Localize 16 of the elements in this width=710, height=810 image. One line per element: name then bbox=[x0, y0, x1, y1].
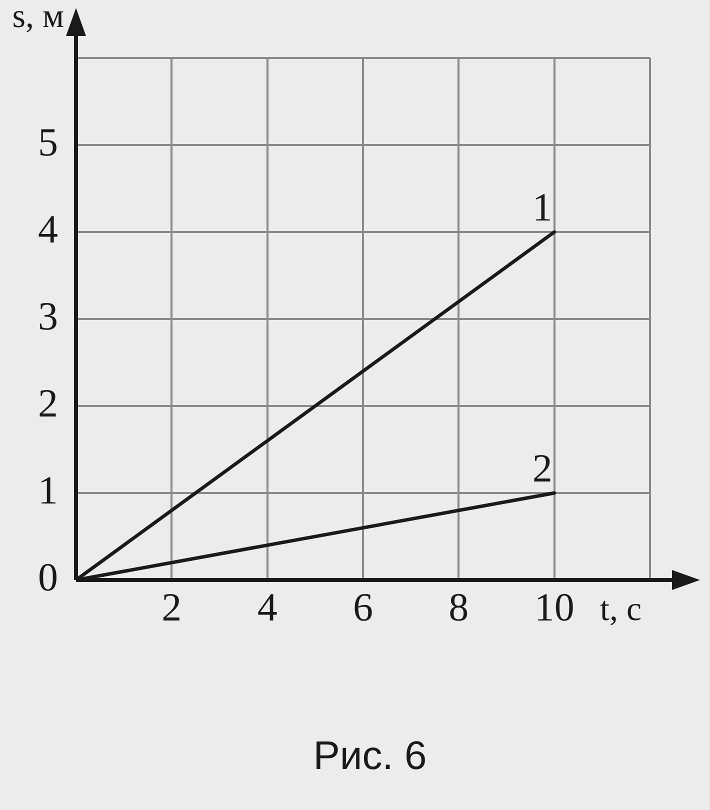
y-tick-label: 3 bbox=[38, 294, 58, 338]
y-tick-label: 1 bbox=[38, 468, 58, 512]
series-label: 1 bbox=[532, 184, 552, 230]
x-tick-label: 2 bbox=[162, 584, 182, 630]
x-tick-label: 10 bbox=[534, 584, 574, 630]
text: Рис. 6 bbox=[313, 734, 427, 778]
x-tick-label: 6 bbox=[353, 584, 373, 630]
y-axis-title: s, м bbox=[12, 0, 64, 35]
y-tick-label: 0 bbox=[38, 554, 58, 600]
y-tick-label: 4 bbox=[38, 206, 58, 252]
series-label: 2 bbox=[532, 446, 552, 490]
x-axis-title: t, с bbox=[600, 590, 642, 628]
x-tick-label: 8 bbox=[448, 584, 469, 630]
y-tick-label: 5 bbox=[38, 120, 58, 164]
x-tick-label: 4 bbox=[257, 584, 278, 630]
y-tick-label: 2 bbox=[38, 380, 58, 426]
